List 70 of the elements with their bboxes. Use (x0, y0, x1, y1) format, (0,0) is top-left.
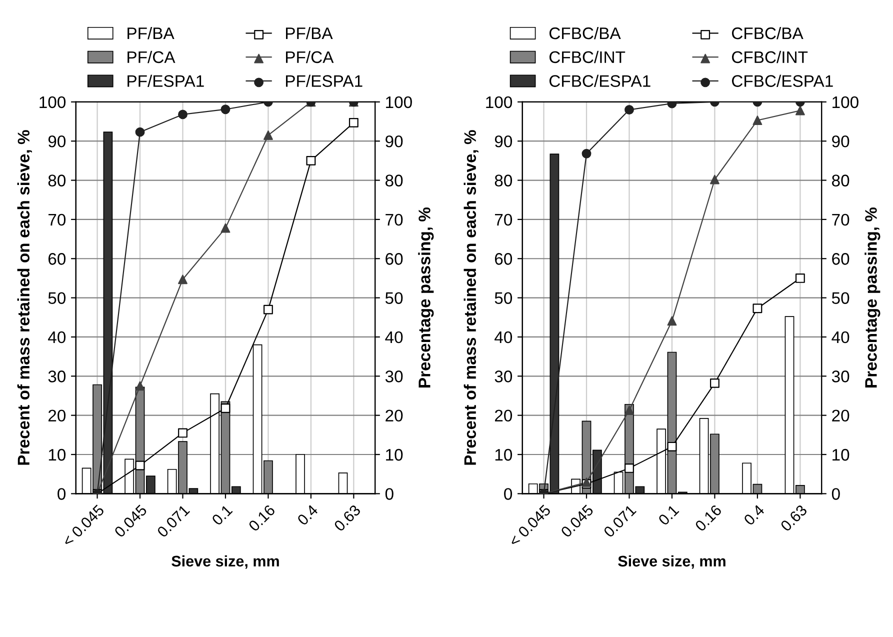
y2-tick-label: 0 (385, 488, 394, 500)
x-axis-title: Sieve size, mm (172, 555, 279, 569)
legend-label: CFBC/ESPA1 (732, 74, 833, 87)
x-tick-label: 0.1 (658, 504, 680, 526)
y-tick-label: 90 (48, 135, 66, 148)
y-tick-label: 10 (495, 448, 512, 461)
y-tick-label: 20 (48, 410, 66, 422)
x-tick-label: 0.16 (694, 504, 722, 532)
y2-tick-label: 80 (386, 174, 403, 186)
y2-tick-label: 60 (386, 253, 403, 265)
y2-tick-label: 90 (386, 135, 403, 148)
y-tick-label: 30 (48, 370, 66, 382)
y-tick-label: 60 (48, 253, 66, 265)
y2-tick-label: 100 (386, 96, 412, 108)
legend-label: PF/ESPA1 (286, 74, 362, 87)
x-tick-label: 0.4 (296, 504, 319, 526)
x-tick-label: 0.63 (780, 504, 808, 532)
y-tick-label: 50 (494, 292, 512, 304)
y2-axis-title: Precentage passing, % (864, 207, 880, 388)
y2-tick-label: 20 (832, 410, 850, 422)
x-tick-label: 0.63 (333, 504, 362, 532)
y2-tick-label: 50 (385, 292, 403, 304)
legend-label: CFBC/ESPA1 (549, 74, 650, 87)
y2-tick-label: 0 (832, 488, 840, 500)
x-tick-label: 0.4 (743, 504, 766, 526)
x-axis-title: Sieve size, mm (618, 555, 726, 569)
y-tick-label: 90 (494, 135, 512, 148)
y-tick-label: 40 (48, 331, 66, 344)
legend-label: PF/BA (286, 26, 333, 40)
y-tick-label: 80 (48, 174, 66, 186)
y-tick-label: 60 (494, 253, 512, 265)
legend-label: PF/ESPA1 (128, 74, 204, 87)
y-tick-label: 30 (494, 370, 512, 382)
y2-tick-label: 40 (832, 331, 850, 344)
y2-tick-label: 90 (832, 135, 850, 148)
y2-tick-label: 10 (386, 448, 403, 461)
x-tick-label: 0.1 (211, 504, 233, 526)
y2-tick-label: 70 (832, 214, 850, 226)
legend-label: PF/CA (128, 50, 176, 64)
y2-tick-label: 30 (385, 370, 403, 382)
y-tick-label: 40 (494, 331, 512, 344)
y2-tick-label: 10 (832, 448, 850, 461)
y-tick-label: 0 (504, 488, 512, 500)
legend-label: CFBC/BA (549, 26, 621, 40)
y-tick-label: 0 (58, 488, 66, 500)
legend-label: CFBC/BA (732, 26, 804, 40)
y-tick-label: 10 (48, 448, 66, 461)
legend-label: PF/CA (286, 50, 334, 64)
y2-tick-label: 30 (832, 370, 850, 382)
legend-label: PF/BA (128, 26, 174, 40)
y-tick-label: 20 (494, 410, 512, 422)
legend-label: CFBC/INT (732, 50, 808, 64)
y2-tick-label: 40 (385, 331, 403, 344)
x-tick-label: 0.16 (248, 504, 276, 532)
y-tick-label: 50 (48, 292, 66, 304)
y2-tick-label: 80 (832, 174, 850, 186)
y2-axis-title: Precentage passing, % (418, 207, 434, 388)
y2-tick-label: 100 (832, 96, 858, 108)
legend-label: CFBC/INT (549, 50, 626, 64)
y2-tick-label: 20 (386, 410, 403, 422)
y2-tick-label: 60 (832, 253, 850, 265)
y-tick-label: 100 (486, 96, 512, 108)
y-tick-label: 70 (495, 214, 512, 226)
y-axis-title: Precent of mass retained on each sieve, % (17, 130, 32, 465)
y-axis-title: Precent of mass retained on each sieve, % (464, 130, 478, 465)
y2-tick-label: 50 (832, 292, 850, 304)
y2-tick-label: 70 (386, 214, 403, 226)
y-tick-label: 70 (48, 214, 66, 226)
y-tick-label: 80 (494, 174, 512, 186)
y-tick-label: 100 (40, 96, 66, 108)
